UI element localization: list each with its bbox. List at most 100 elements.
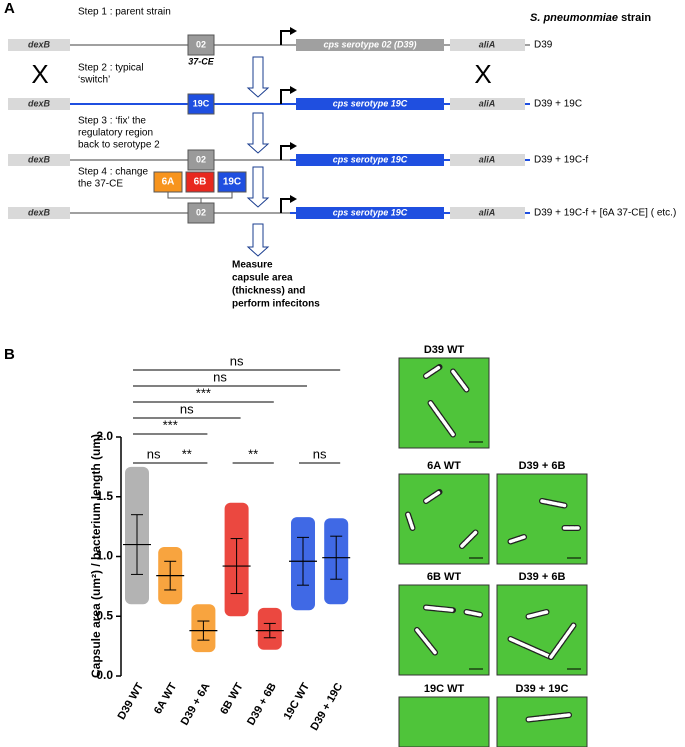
gene-box (8, 98, 70, 110)
x-tick-label: D39 + 6B (245, 681, 279, 728)
bacteria-chain (540, 499, 567, 508)
insert-label: 6B (194, 177, 207, 188)
regulator-box (187, 149, 215, 171)
gene-label: aliA (479, 154, 496, 164)
strain-label: D39 + 19C-f + [6A 37-CE] ( etc.) (534, 208, 676, 219)
micrograph-label: 6B WT (427, 571, 462, 583)
y-tick-label: 0.5 (96, 608, 113, 622)
promoter-arrow (280, 198, 292, 213)
micrograph-label: D39 + 6B (519, 571, 566, 583)
cps-box (296, 98, 444, 110)
gene-box (8, 207, 70, 219)
promoter-head (290, 195, 297, 203)
significance-label: ** (182, 446, 192, 461)
down-arrow (246, 223, 270, 257)
bacteria-chain (526, 713, 571, 722)
step-text: ‘switch’ (78, 75, 110, 86)
micrograph-label: 19C WT (424, 683, 465, 695)
down-arrow (246, 166, 270, 208)
gene-label: aliA (479, 207, 496, 217)
micrograph (398, 584, 490, 676)
y-tick-label: 0.0 (96, 668, 113, 682)
regulator-box (187, 93, 215, 115)
x-tick-label: 6A WT (152, 681, 179, 717)
micrograph (398, 696, 490, 747)
y-axis-label: Capsule area (um²) / bacterium length (u… (89, 434, 103, 678)
promoter-arrow (280, 145, 292, 160)
gene-label: dexB (28, 39, 51, 49)
significance-label: ** (248, 446, 258, 461)
cps-box (296, 207, 444, 219)
gene-box (450, 207, 525, 219)
significance-label: ns (147, 446, 161, 461)
bacteria-chain (464, 610, 482, 617)
header: S. pneumonmiae strain (530, 12, 651, 24)
header-rest: strain (621, 12, 651, 24)
cps-box (296, 39, 444, 51)
promoter-head (290, 142, 297, 150)
regulator-label: 02 (196, 154, 206, 164)
step-text: the 37-CE (78, 179, 123, 190)
bacteria-chain (451, 369, 469, 392)
micrograph-label: D39 + 6B (519, 460, 566, 472)
final-text: (thickness) and (232, 286, 305, 297)
final-text: Measure (232, 260, 273, 271)
micrograph (496, 696, 588, 747)
switch-mark: X (474, 59, 491, 89)
gene-box (450, 154, 525, 166)
promoter-arrow (280, 89, 292, 104)
final-text: capsule area (232, 273, 293, 284)
insert-box (185, 171, 215, 193)
micrograph-label: 6A WT (427, 460, 461, 472)
bacteria-chain (428, 401, 455, 437)
bacteria-chain (424, 365, 442, 378)
gene-label: aliA (479, 98, 496, 108)
bacteria-chain (549, 623, 576, 659)
regulator-label: 19C (193, 98, 210, 108)
micrograph-label: D39 WT (424, 344, 465, 356)
y-tick-label: 1.0 (96, 549, 113, 563)
bacteria-chain (406, 512, 415, 530)
cps-box (296, 154, 444, 166)
x-tick-label: 6B WT (218, 681, 246, 717)
promoter-head (290, 27, 297, 35)
step-text: Step 4 : change (78, 167, 148, 178)
gene-label: dexB (28, 154, 51, 164)
step-text: back to serotype 2 (78, 140, 160, 151)
bacteria-chain (460, 530, 478, 548)
x-tick-label: 19C WT (282, 681, 313, 722)
strain-label: D39 + 19C (534, 99, 582, 110)
gene-label: aliA (479, 39, 496, 49)
significance-label: ns (230, 353, 244, 368)
micrograph-label: D39 + 19C (516, 683, 569, 695)
x-tick-label: D39 + 19C (308, 681, 345, 733)
bacteria-chain (526, 610, 549, 619)
bacteria-chain (508, 637, 553, 659)
micrograph (398, 473, 490, 565)
significance-label: ns (213, 369, 227, 384)
step-text: Step 2 : typical (78, 63, 144, 74)
panel-label: B (4, 346, 15, 363)
down-arrow (246, 112, 270, 154)
step-text: regulatory region (78, 128, 153, 139)
significance-label: *** (163, 417, 178, 432)
bacteria-chain (424, 605, 455, 612)
cps-label: cps serotype 19C (333, 154, 408, 164)
micrograph (398, 357, 490, 449)
cps-label: cps serotype 19C (333, 98, 408, 108)
step-text: Step 3 : ‘fix’ the (78, 116, 146, 127)
gene-box (450, 98, 525, 110)
x-tick-label: D39 WT (116, 681, 147, 722)
promoter-arrow (280, 30, 292, 45)
bacteria-chain (508, 535, 526, 544)
micrograph (496, 473, 588, 565)
y-tick-label: 1.5 (96, 489, 113, 503)
significance-label: ns (313, 446, 327, 461)
gene-box (8, 154, 70, 166)
regulator-note: 37-CE (188, 56, 215, 66)
insert-bracket (167, 192, 233, 203)
significance-label: ns (180, 401, 194, 416)
insert-label: 19C (223, 177, 241, 188)
promoter-head (290, 86, 297, 94)
gene-label: dexB (28, 207, 51, 217)
